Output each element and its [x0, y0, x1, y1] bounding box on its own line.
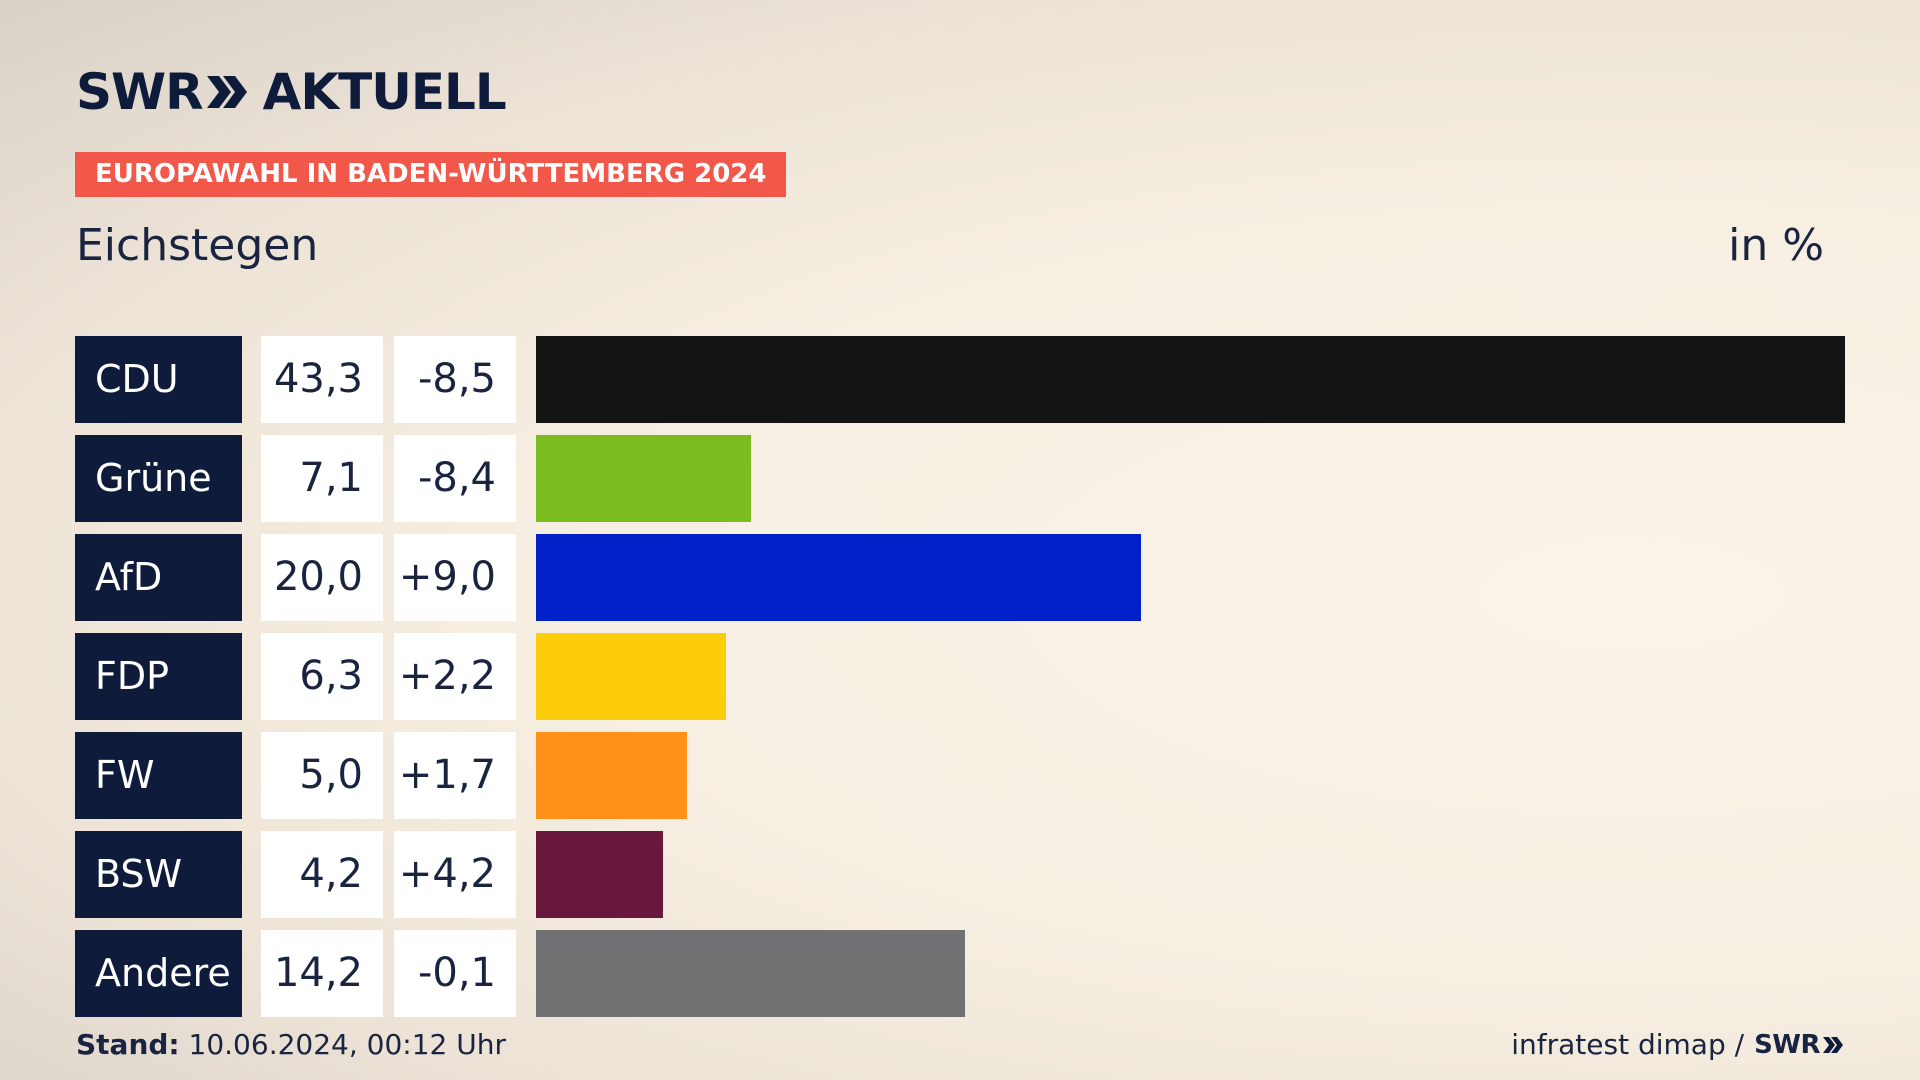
vote-share-value: 14,2 [261, 930, 383, 1017]
result-row: FDP 6,3 +2,2 [75, 633, 1845, 720]
source-credit: infratest dimap / SWR [1511, 1028, 1844, 1061]
party-label: Grüne [75, 435, 242, 522]
party-label: AfD [75, 534, 242, 621]
change-value: +1,7 [394, 732, 516, 819]
result-bar [536, 732, 687, 819]
vote-share-value: 4,2 [261, 831, 383, 918]
result-row: Andere 14,2 -0,1 [75, 930, 1845, 1017]
source-text: infratest dimap / [1511, 1028, 1745, 1061]
stand-value: 10.06.2024, 00:12 Uhr [188, 1028, 506, 1061]
party-label: FW [75, 732, 242, 819]
vote-share-value: 5,0 [261, 732, 383, 819]
result-bar [536, 831, 663, 918]
party-label: CDU [75, 336, 242, 423]
party-label: Andere [75, 930, 242, 1017]
municipality-title: Eichstegen [76, 220, 319, 271]
change-value: +9,0 [394, 534, 516, 621]
vote-share-value: 6,3 [261, 633, 383, 720]
result-row: Grüne 7,1 -8,4 [75, 435, 1845, 522]
election-badge: EUROPAWAHL IN BADEN-WÜRTTEMBERG 2024 [75, 152, 787, 197]
result-bar [536, 435, 751, 522]
result-row: BSW 4,2 +4,2 [75, 831, 1845, 918]
result-row: CDU 43,3 -8,5 [75, 336, 1845, 423]
unit-label: in % [1728, 220, 1824, 271]
logo-aktuell-text: AKTUELL [262, 63, 507, 121]
source-logo: SWR [1754, 1030, 1844, 1060]
party-label: BSW [75, 831, 242, 918]
change-value: -0,1 [394, 930, 516, 1017]
vote-share-value: 7,1 [261, 435, 383, 522]
party-label: FDP [75, 633, 242, 720]
result-row: FW 5,0 +1,7 [75, 732, 1845, 819]
double-chevron-icon [206, 76, 247, 108]
source-logo-text: SWR [1754, 1029, 1820, 1060]
logo-swr-text: SWR [76, 63, 204, 121]
result-bar [536, 336, 1845, 423]
result-bar [536, 633, 726, 720]
result-bar [536, 534, 1141, 621]
change-value: +4,2 [394, 831, 516, 918]
change-value: -8,4 [394, 435, 516, 522]
vote-share-value: 43,3 [261, 336, 383, 423]
change-value: +2,2 [394, 633, 516, 720]
stand-label: Stand: [76, 1028, 180, 1061]
swr-aktuell-logo: SWR AKTUELL [76, 62, 507, 122]
double-chevron-icon [1823, 1036, 1843, 1053]
result-row: AfD 20,0 +9,0 [75, 534, 1845, 621]
timestamp: Stand: 10.06.2024, 00:12 Uhr [76, 1028, 506, 1061]
vote-share-value: 20,0 [261, 534, 383, 621]
result-bar [536, 930, 965, 1017]
change-value: -8,5 [394, 336, 516, 423]
